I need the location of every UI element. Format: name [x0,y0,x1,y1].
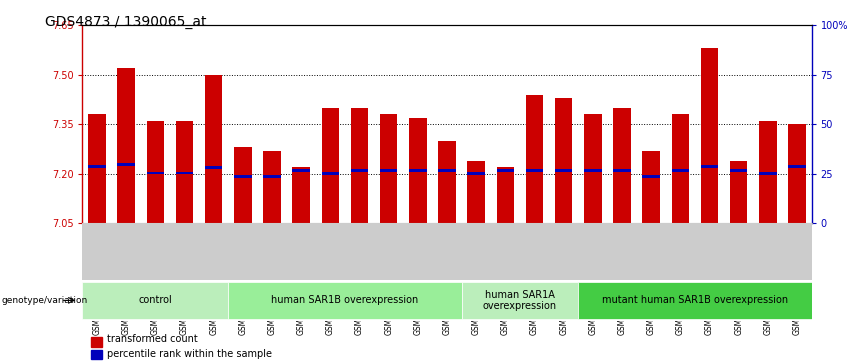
Bar [234,175,252,178]
Bar [614,108,631,223]
Bar [584,169,602,172]
Bar [293,169,310,172]
Bar [730,160,747,223]
Bar [205,166,222,168]
Bar [788,165,806,167]
Bar [380,114,398,223]
Bar [176,121,194,223]
Text: percentile rank within the sample: percentile rank within the sample [107,349,272,359]
Text: GDS4873 / 1390065_at: GDS4873 / 1390065_at [45,15,207,29]
Bar [496,167,514,223]
Bar [642,151,660,223]
Bar [788,124,806,223]
Bar [642,175,660,178]
Bar [700,49,718,223]
Bar [89,165,106,167]
Bar [526,169,543,172]
Bar [351,108,368,223]
Bar [205,75,222,223]
Text: control: control [139,295,172,305]
Bar [234,147,252,223]
Bar [293,167,310,223]
Bar [672,114,689,223]
Bar [672,169,689,172]
Bar [468,160,485,223]
Text: transformed count: transformed count [107,334,198,344]
Text: genotype/variation: genotype/variation [2,296,88,305]
Text: human SAR1B overexpression: human SAR1B overexpression [272,295,418,305]
Bar [263,175,280,178]
Bar [351,169,368,172]
Bar [700,165,718,167]
Bar [147,121,164,223]
Bar [147,172,164,175]
Bar [468,172,485,175]
Bar [91,337,102,347]
Bar [380,169,398,172]
Text: human SAR1A
overexpression: human SAR1A overexpression [483,290,557,311]
Bar [760,172,777,175]
Bar [322,172,339,175]
Bar [409,169,426,172]
Bar [176,172,194,175]
Bar [82,282,228,319]
Text: mutant human SAR1B overexpression: mutant human SAR1B overexpression [602,295,788,305]
Bar [614,169,631,172]
Bar [578,282,812,319]
Bar [228,282,462,319]
Bar [91,350,102,359]
Bar [438,169,456,172]
Bar [322,108,339,223]
Bar [117,163,135,166]
Bar [89,114,106,223]
Bar [555,98,572,223]
Bar [409,118,426,223]
Bar [438,141,456,223]
Bar [496,169,514,172]
Bar [117,68,135,223]
Bar [263,151,280,223]
Bar [730,169,747,172]
Bar [760,121,777,223]
Bar [584,114,602,223]
Bar [555,169,572,172]
Bar [462,282,578,319]
Bar [526,95,543,223]
